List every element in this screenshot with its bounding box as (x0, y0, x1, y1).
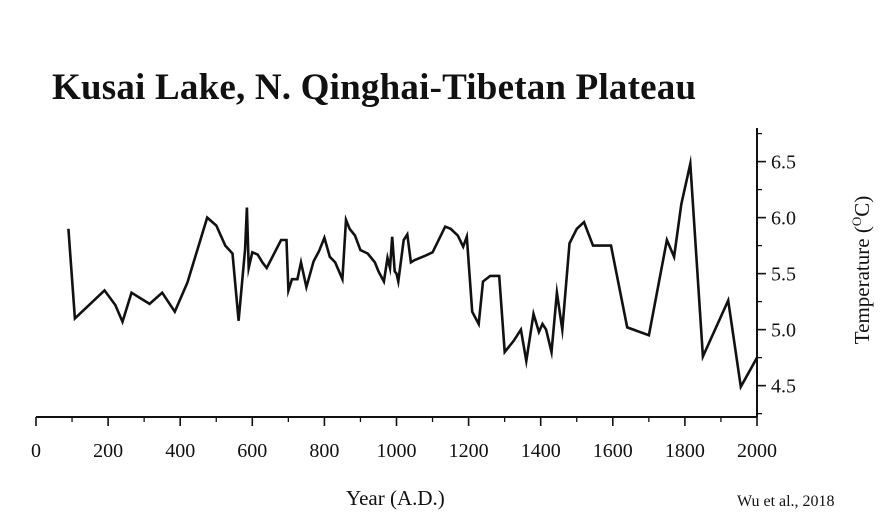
y-tick-label-6.5: 6.5 (771, 152, 796, 174)
x-tick-label-800: 800 (309, 440, 339, 462)
temperature-series-line (67, 154, 759, 391)
x-tick-label-2000: 2000 (737, 440, 777, 462)
y-tick-label-5.5: 5.5 (771, 264, 796, 286)
chart-title: Kusai Lake, N. Qinghai-Tibetan Plateau (52, 67, 697, 108)
y-tick-label-6.0: 6.0 (771, 208, 796, 230)
x-tick-label-1600: 1600 (593, 440, 633, 462)
x-tick-label-200: 200 (93, 440, 123, 462)
y-tick-label-5.0: 5.0 (771, 320, 796, 342)
x-tick-label-600: 600 (237, 440, 267, 462)
x-tick-label-400: 400 (165, 440, 195, 462)
x-tick-label-0: 0 (31, 440, 41, 462)
x-tick-label-1200: 1200 (449, 440, 489, 462)
x-tick-label-1400: 1400 (521, 440, 561, 462)
tick-labels: 0 200 400 600 800 1000 1200 1400 1600 1800 2000 4.5… (31, 152, 796, 462)
x-tick-label-1800: 1800 (665, 440, 705, 462)
tick-marks (35, 132, 766, 426)
source-credit: Wu et al., 2018 (737, 493, 835, 510)
y-axis-label: Temperature (OC) (849, 195, 874, 345)
x-axis-label: Year (A.D.) (346, 486, 445, 510)
series-layer (67, 154, 759, 391)
y-tick-label-4.5: 4.5 (771, 376, 796, 398)
x-tick-label-1000: 1000 (377, 440, 417, 462)
